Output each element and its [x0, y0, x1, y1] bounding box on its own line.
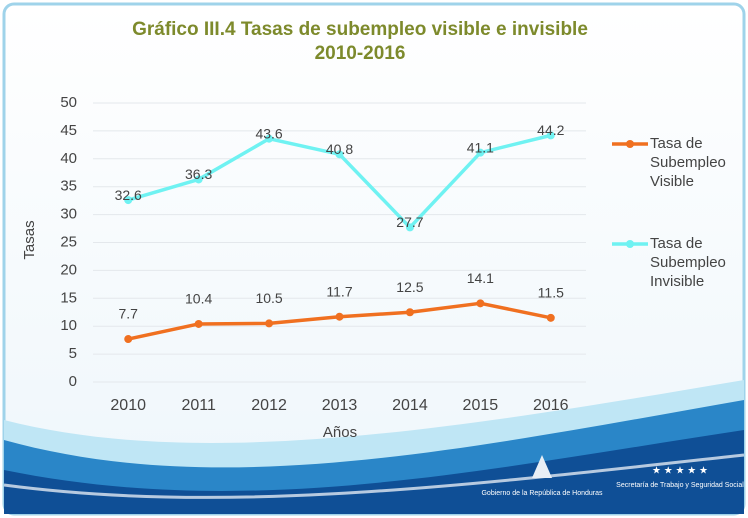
y-tick-label: 0: [69, 373, 77, 390]
marker: [546, 313, 555, 322]
data-label: 43.6: [255, 125, 282, 141]
y-tick-label: 40: [60, 150, 77, 167]
data-label: 12.5: [396, 279, 423, 295]
marker: [124, 196, 133, 205]
x-tick-label: 2016: [533, 397, 569, 414]
data-label: 10.4: [185, 291, 212, 307]
data-label: 14.1: [467, 270, 494, 286]
data-label: 10.5: [255, 290, 282, 306]
y-tick-label: 10: [60, 317, 77, 334]
legend-label: Tasa de Subempleo Visible: [650, 135, 726, 190]
marker: [335, 312, 344, 321]
x-tick-label: 2010: [110, 397, 146, 414]
marker: [405, 308, 414, 317]
data-label: 40.8: [326, 141, 353, 157]
x-tick-label: 2015: [463, 397, 499, 414]
data-label: 7.7: [118, 306, 138, 322]
y-tick-label: 50: [60, 94, 77, 111]
y-tick-label: 5: [69, 345, 77, 362]
x-tick-label: 2014: [392, 397, 428, 414]
chart-title: Gráfico III.4 Tasas de subempleo visible…: [132, 19, 588, 40]
emblem: [532, 455, 552, 478]
marker: [265, 134, 274, 143]
x-axis-label: Años: [323, 424, 357, 441]
wave: [3, 453, 745, 499]
marker: [405, 223, 414, 232]
marker: [124, 335, 133, 344]
stars: ★ ★ ★ ★ ★: [652, 466, 708, 477]
y-tick-label: 15: [60, 289, 77, 306]
data-label: 44.2: [537, 122, 564, 138]
wave: [4, 430, 744, 514]
data-label: 41.1: [467, 139, 494, 155]
legend-label: Tasa de Subempleo Invisible: [650, 235, 726, 290]
marker: [194, 175, 203, 184]
y-tick-label: 45: [60, 122, 77, 139]
data-label: 36.3: [185, 166, 212, 182]
x-tick-label: 2011: [181, 397, 216, 414]
legend-marker: [626, 240, 634, 248]
data-label: 11.7: [326, 283, 352, 299]
marker: [546, 131, 555, 140]
chart-subtitle: 2010-2016: [315, 43, 406, 64]
footer-right: Secretaría de Trabajo y Seguridad Social: [616, 482, 744, 489]
x-tick-label: 2013: [322, 397, 358, 414]
marker: [476, 299, 485, 308]
marker: [265, 319, 274, 328]
legend-marker: [626, 140, 634, 148]
y-tick-label: 35: [60, 178, 77, 195]
marker: [194, 319, 203, 328]
data-label: 27.7: [396, 214, 423, 230]
x-tick-label: 2012: [251, 397, 287, 414]
marker: [476, 148, 485, 157]
data-label: 32.6: [115, 187, 142, 203]
data-label: 11.5: [538, 285, 564, 301]
y-tick-label: 30: [60, 206, 77, 223]
marker: [335, 150, 344, 159]
y-tick-label: 25: [60, 233, 77, 250]
y-tick-label: 20: [60, 261, 77, 278]
y-axis-label: Tasas: [21, 220, 38, 259]
footer-left: Gobierno de la República de Honduras: [481, 490, 603, 497]
